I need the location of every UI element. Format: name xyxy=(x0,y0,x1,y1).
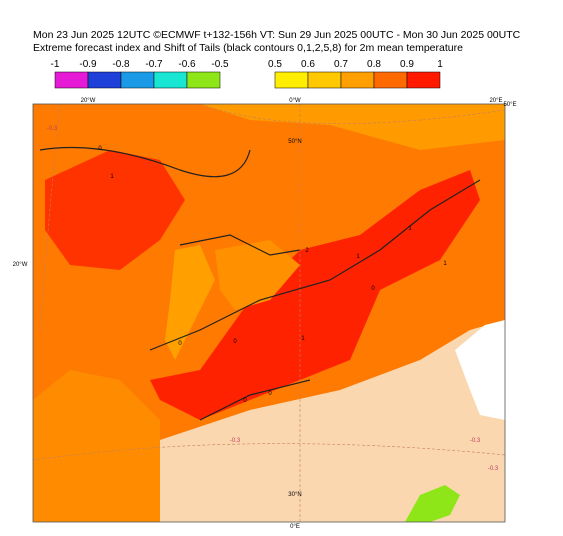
legend-swatch xyxy=(120,71,155,89)
legend-label: 0.8 xyxy=(367,59,381,70)
contour-label: 0 xyxy=(233,339,237,345)
legend-label: -0.7 xyxy=(145,59,163,70)
field-area xyxy=(33,370,160,522)
legend-label: -1 xyxy=(51,59,60,70)
contour-label: 0 xyxy=(268,391,272,397)
legend-label: -0.8 xyxy=(112,59,130,70)
dashed-contour-label: -0.3 xyxy=(470,438,481,444)
legend-swatch xyxy=(54,71,89,89)
map-frame xyxy=(32,103,506,523)
field-area xyxy=(215,240,300,310)
contour-label: 2 xyxy=(305,248,309,254)
legend-swatch xyxy=(274,71,309,89)
grid-label: 0°E xyxy=(290,524,300,530)
legend-label: 0.7 xyxy=(334,59,348,70)
legend-swatch xyxy=(340,71,375,89)
legend-swatch xyxy=(373,71,408,89)
legend-label: 0.5 xyxy=(268,59,282,70)
legend-swatch xyxy=(406,71,441,89)
field-area xyxy=(33,104,505,150)
grid-label: 0°W xyxy=(289,98,301,104)
contour-label: 1 xyxy=(408,226,412,232)
grid-label: 20°W xyxy=(13,262,28,268)
legend-label: 0.9 xyxy=(400,59,414,70)
legend-label: -0.9 xyxy=(79,59,97,70)
field-area xyxy=(150,170,480,420)
grid-label: 20°W xyxy=(81,98,96,104)
grid-label: 30°N xyxy=(288,492,301,498)
field-area xyxy=(45,150,185,270)
contour-label: 1 xyxy=(110,174,114,180)
dashed-contour-label: -0.3 xyxy=(47,126,58,132)
field-area xyxy=(165,245,215,360)
grid-label: 50°N xyxy=(288,139,301,145)
field-area xyxy=(405,485,460,522)
contour-label: 0 xyxy=(371,286,375,292)
contour-label: 1 xyxy=(356,254,360,260)
grid-label: 20°E xyxy=(489,98,502,104)
field-area xyxy=(160,320,505,522)
legend-swatch xyxy=(87,71,122,89)
dashed-contour-label: -0.3 xyxy=(230,438,241,444)
contour-label: 1 xyxy=(301,336,305,342)
legend: -1 -0.9 -0.8 -0.7 -0.6 -0.5 0.5 0.6 0.7 0.8 0.9 1 xyxy=(51,59,443,89)
legend-swatch xyxy=(153,71,188,89)
legend-label: -0.6 xyxy=(178,59,196,70)
grid-label: 50°E xyxy=(503,102,516,108)
field-area xyxy=(455,320,505,420)
contour-line xyxy=(39,146,481,421)
legend-swatch xyxy=(307,71,342,89)
dashed-contour-label: -0.3 xyxy=(488,466,499,472)
title-line: Mon 23 Jun 2025 12UTC ©ECMWF t+132-156h … xyxy=(33,29,521,41)
contour-label: 0 xyxy=(243,398,247,404)
legend-label: 1 xyxy=(437,59,443,70)
legend-swatch xyxy=(186,71,221,89)
legend-label: -0.5 xyxy=(211,59,229,70)
map xyxy=(33,104,505,522)
contour-label: 0 xyxy=(98,146,102,152)
contour-label: 1 xyxy=(443,261,447,267)
map-labels: 20°W 0°W 20°E 50°N 20°W 30°N 0°E 50°E 0 1 1 0 2 1 1 0 0 0… xyxy=(13,98,517,530)
contour-label: 0 xyxy=(178,341,182,347)
title-line: Extreme forecast index and Shift of Tail… xyxy=(33,42,463,54)
legend-label: 0.6 xyxy=(301,59,315,70)
